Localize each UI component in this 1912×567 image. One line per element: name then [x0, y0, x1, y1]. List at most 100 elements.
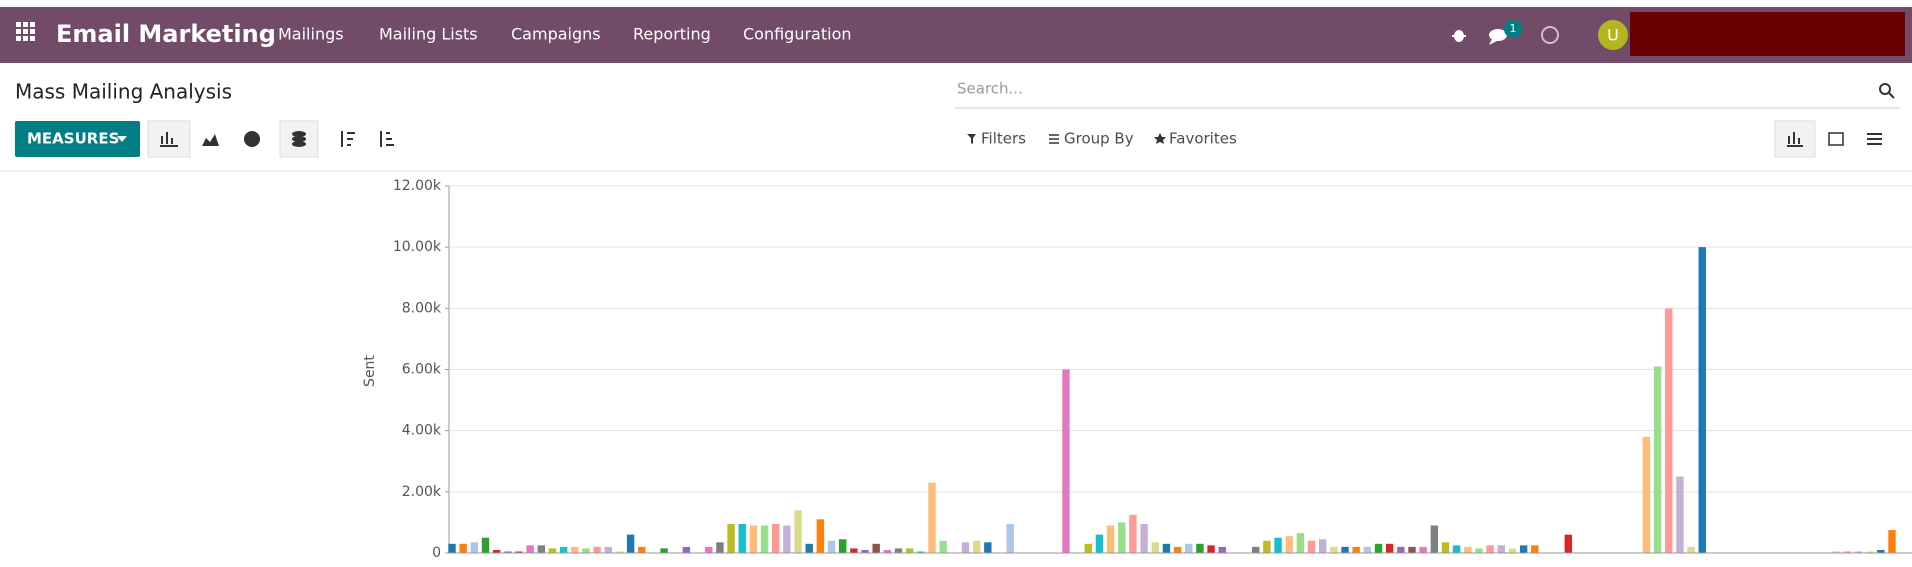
bar: [526, 545, 534, 553]
bar: [1162, 543, 1171, 553]
menu-item[interactable]: Mailings: [278, 25, 344, 44]
menu-item[interactable]: Reporting: [633, 25, 711, 44]
bar: [1341, 546, 1349, 553]
bar: [682, 546, 691, 553]
group-by-button[interactable]: Group By: [1064, 130, 1134, 148]
chart: Sent 0 2.00k 4.00k 6.00k 8.00k 10.00k 12.00k: [362, 178, 1912, 561]
sort-desc-button[interactable]: [341, 131, 355, 147]
bar: [1698, 247, 1706, 553]
messages-icon[interactable]: 1: [1489, 20, 1522, 45]
y-axis-label: Sent: [362, 355, 378, 387]
page-title: Mass Mailing Analysis: [15, 80, 232, 104]
bar: [1475, 548, 1483, 553]
measures-button[interactable]: [15, 121, 140, 157]
favorites-button[interactable]: Favorites: [1169, 130, 1237, 148]
bar-chart-button[interactable]: [147, 120, 191, 158]
bar: [548, 548, 557, 553]
redacted: [1630, 12, 1905, 56]
bar: [1843, 551, 1852, 553]
bar: [738, 523, 746, 553]
bar: [571, 546, 579, 553]
bar: [1877, 549, 1885, 553]
list-view-button[interactable]: [1867, 133, 1882, 145]
bar: [1486, 545, 1494, 553]
bar: [1430, 525, 1439, 553]
star-icon: [1154, 133, 1166, 144]
apps-icon[interactable]: [16, 22, 35, 41]
bar: [1218, 546, 1226, 553]
activity-icon[interactable]: [1541, 26, 1559, 44]
avatar[interactable]: [1598, 20, 1628, 50]
bar: [1397, 546, 1405, 553]
bar: [559, 546, 568, 553]
bar: [1441, 542, 1450, 553]
bar: [1642, 436, 1651, 553]
bar: [783, 525, 791, 553]
pivot-view-button[interactable]: [1828, 132, 1844, 146]
bar: [872, 543, 880, 553]
group-icon: [1049, 134, 1059, 144]
measures-label: MEASURES: [27, 130, 119, 148]
bar: [1062, 369, 1070, 553]
stacked-button[interactable]: [279, 120, 319, 158]
message-badge: 1: [1510, 22, 1517, 35]
bar: [1352, 546, 1360, 553]
bar: [1296, 533, 1305, 553]
navbar-bg: [0, 7, 1912, 63]
bar: [1408, 546, 1416, 553]
pie-chart-button[interactable]: [244, 131, 260, 147]
menu-item[interactable]: Mailing Lists: [379, 25, 478, 44]
bar: [448, 543, 456, 553]
bar: [1151, 542, 1159, 553]
bar: [1252, 546, 1260, 553]
stack-icon: [292, 131, 306, 147]
y-tick-label: 2.00k: [402, 484, 442, 500]
bar: [928, 482, 936, 553]
bar: [459, 543, 467, 553]
bar: [861, 549, 869, 553]
debug-icon[interactable]: [1452, 30, 1466, 42]
bar: [638, 546, 646, 553]
bar: [1464, 546, 1472, 553]
bar: [1888, 530, 1896, 553]
bar: [1832, 551, 1840, 553]
y-tick-label: 0: [432, 545, 441, 561]
bar: [1118, 522, 1126, 553]
bar: [805, 543, 813, 553]
bar: [1285, 536, 1293, 553]
app-name[interactable]: Email Marketing: [56, 20, 276, 48]
filters-button[interactable]: Filters: [981, 130, 1026, 148]
bar: [794, 510, 802, 553]
bar: [470, 542, 479, 553]
bar: [850, 548, 858, 553]
bar: [1374, 543, 1383, 553]
bar: [838, 539, 847, 553]
search-icon[interactable]: [1879, 83, 1895, 99]
bar: [1006, 523, 1014, 553]
bar: [939, 540, 947, 553]
search-input[interactable]: Search...: [957, 80, 1023, 98]
bar: [1676, 476, 1684, 553]
sort-asc-button[interactable]: [380, 131, 394, 147]
bar: [515, 551, 523, 553]
bar: [1084, 543, 1092, 553]
bar-icon: [160, 132, 178, 147]
menu-item[interactable]: Configuration: [743, 25, 852, 44]
bar: [961, 542, 970, 553]
caret: [117, 136, 127, 142]
bar: [582, 548, 590, 553]
bar: [1196, 543, 1204, 553]
line-chart-button[interactable]: [202, 134, 219, 146]
navbar: Email Marketing Mailings Mailing Lists C…: [0, 7, 1912, 63]
bar: [537, 545, 546, 553]
menu-item[interactable]: Campaigns: [511, 25, 601, 44]
bar: [1307, 540, 1316, 553]
bar: [660, 548, 668, 553]
bar: [615, 551, 624, 553]
bar: [883, 549, 892, 553]
bar: [1385, 543, 1394, 553]
bar: [1419, 546, 1427, 553]
bar: [1508, 548, 1517, 553]
bar: [1274, 537, 1282, 553]
